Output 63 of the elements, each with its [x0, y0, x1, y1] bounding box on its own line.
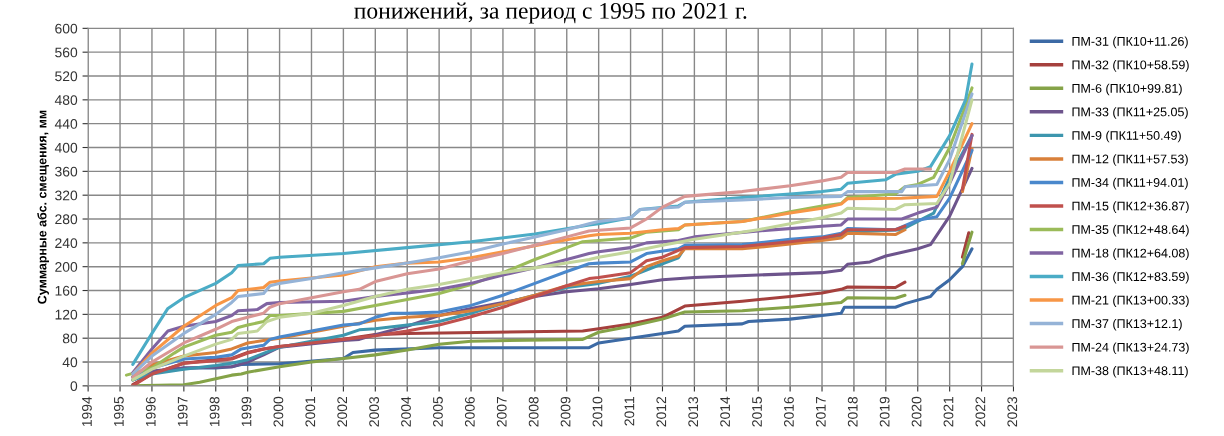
legend-label: ПМ-21 (ПК13+00.33)	[1072, 295, 1189, 308]
y-tick-label: 80	[62, 333, 78, 344]
y-tick-label: 560	[55, 47, 78, 58]
x-tick-label: 2020	[911, 396, 922, 427]
y-tick-label: 240	[55, 238, 78, 249]
y-tick-label: 600	[55, 23, 78, 34]
x-tick-label: 2003	[369, 396, 380, 427]
x-tick-label: 2012	[656, 396, 667, 427]
x-tick-label: 2001	[305, 396, 316, 427]
chart-title: понижений, за период с 1995 по 2021 г.	[354, 2, 747, 24]
x-tick-label: 2007	[496, 396, 507, 427]
y-tick-label: 360	[55, 166, 78, 177]
x-tick-label: 1995	[113, 396, 124, 427]
x-tick-label: 2000	[273, 396, 284, 427]
x-tick-label: 2013	[688, 396, 699, 427]
legend-label: ПМ-32 (ПК10+58.59)	[1072, 60, 1189, 72]
x-tick-label: 1998	[209, 396, 220, 427]
x-tick-label: 2017	[815, 396, 826, 427]
x-tick-label: 1999	[241, 396, 252, 427]
legend-label: ПМ-15 (ПК12+36.87)	[1072, 201, 1189, 213]
legend-label: ПМ-34 (ПК11+94.01)	[1072, 177, 1188, 190]
x-tick-label: 2010	[592, 396, 603, 427]
y-tick-label: 0	[70, 381, 78, 392]
legend-label: ПМ-35 (ПК12+48.64)	[1072, 224, 1189, 237]
legend-label: ПМ-9 (ПК11+50.49)	[1072, 130, 1181, 143]
x-tick-label: 2005	[433, 396, 443, 427]
legend-label: ПМ-31 (ПК10+11.26)	[1072, 36, 1188, 49]
legend-label: ПМ-24 (ПК13+24.73)	[1072, 342, 1189, 355]
y-tick-label: 160	[55, 285, 78, 296]
x-tick-label: 2011	[624, 396, 635, 426]
y-tick-label: 440	[54, 119, 78, 129]
x-tick-label: 2018	[847, 396, 858, 427]
legend-label: ПМ-38 (ПК13+48.11)	[1072, 365, 1188, 378]
x-tick-label: 2008	[528, 396, 539, 427]
x-tick-label: 2021	[943, 396, 954, 427]
x-tick-label: 1997	[177, 396, 188, 427]
x-tick-label: 2014	[720, 396, 731, 427]
y-tick-label: 120	[55, 309, 78, 320]
x-tick-label: 2015	[752, 396, 762, 427]
y-axis-title: Суммарные абс. смещения, мм	[37, 110, 49, 304]
y-tick-label: 320	[55, 190, 78, 201]
x-tick-label: 1996	[145, 396, 156, 427]
y-tick-label: 200	[55, 262, 78, 272]
x-tick-label: 2016	[784, 396, 794, 427]
legend-label: ПМ-36 (ПК12+83.59)	[1072, 271, 1189, 284]
legend-label: ПМ-33 (ПК11+25.05)	[1072, 107, 1188, 119]
x-tick-label: 1994	[82, 396, 92, 427]
x-tick-label: 2002	[337, 396, 348, 427]
legend-label: ПМ-6 (ПК10+99.81)	[1072, 83, 1182, 96]
x-tick-label: 2004	[401, 396, 411, 427]
y-tick-label: 520	[55, 71, 78, 82]
legend-label: ПМ-18 (ПК12+64.08)	[1072, 248, 1189, 260]
x-tick-label: 2022	[975, 396, 986, 427]
x-tick-label: 2009	[560, 396, 571, 427]
legend-label: ПМ-12 (ПК11+57.53)	[1072, 154, 1188, 166]
y-tick-label: 480	[54, 95, 78, 106]
x-tick-label: 2006	[464, 396, 475, 427]
y-tick-label: 280	[55, 214, 78, 225]
y-tick-label: 400	[54, 142, 78, 153]
x-tick-label: 2019	[879, 396, 890, 427]
x-tick-label: 2023	[1007, 396, 1018, 427]
legend-label: ПМ-37 (ПК13+12.1)	[1072, 318, 1182, 331]
y-tick-label: 40	[62, 357, 78, 368]
